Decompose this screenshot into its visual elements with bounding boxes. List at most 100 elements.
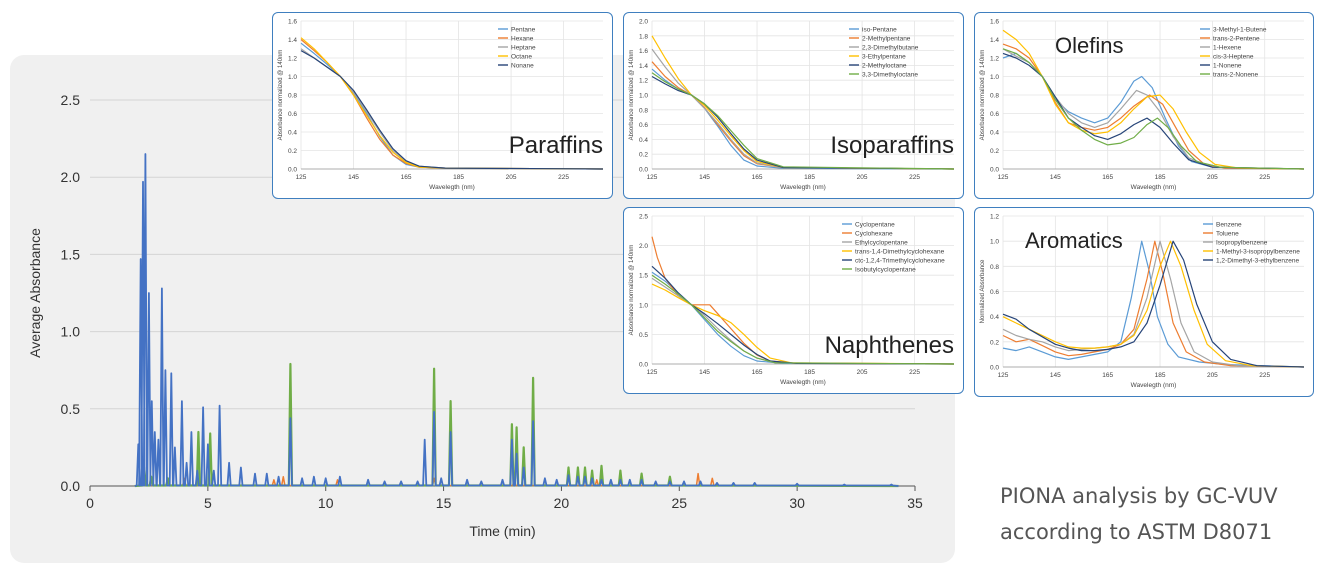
y-tick-label: 0.4 [990,314,999,321]
y-axis-label: Absorbance normalized @ 140nm [629,50,635,141]
aromatics-chart: 0.0 0.2 0.4 0.6 0.8 1.0 1.2 125 145 165 185 205 225 W… [980,214,1305,389]
series-line-1-nonene [1002,52,1305,170]
y-tick-label: 0.8 [990,93,999,100]
olefins-chart: 0.0 0.2 0.4 0.6 0.8 1.0 1.2 1.4 1.6 125 145 165 185 2… [980,19,1305,191]
y-tick-label: 0.8 [990,264,999,271]
y-tick-label: 1.5 [61,246,81,262]
x-tick-label: 225 [909,174,920,181]
legend-label: Benzene [1216,222,1242,229]
x-axis-label: Wavelegth (nm) [780,379,826,386]
y-tick-label: 1.2 [639,78,648,85]
series-line-2-3-dimethylbutane [651,48,955,170]
x-tick-label: 20 [554,495,570,511]
y-tick-label: 0.6 [990,289,999,296]
x-tick-label: 205 [857,369,868,376]
chromatogram-trace-blue [134,153,899,487]
x-tick-label: 5 [204,495,212,511]
x-tick-label: 205 [1207,174,1218,181]
y-tick-label: 1.0 [288,74,297,81]
series-line-ctc-1-2-4-trimethylcyclohexane [651,265,955,365]
series-line-2-methyloctane [651,75,955,170]
x-tick-label: 125 [647,174,658,181]
y-tick-label: 0.5 [61,401,81,417]
legend-label: Octane [511,54,532,61]
x-tick-label: 145 [1050,174,1061,181]
y-axis-label: Normalized Absorbance [980,259,986,323]
y-tick-label: 0.6 [639,122,648,129]
olefins-inset: 0.0 0.2 0.4 0.6 0.8 1.0 1.2 1.4 1.6 125 145 165 185 2… [974,12,1314,199]
x-tick-label: 125 [998,372,1009,379]
naphthenes-inset: 0.0 0.5 1.0 1.5 2.0 2.5 125 145 165 185 205 225 Wave… [623,207,964,394]
legend-label: ctc-1,2,4-Trimethylcyclohexane [855,258,945,265]
y-tick-label: 1.2 [990,214,999,221]
legend-label: iso-Pentane [862,27,897,34]
y-tick-label: 2.0 [61,169,81,185]
x-tick-label: 125 [647,369,658,376]
chromatogram-trace-orange [134,472,899,487]
x-tick-label: 185 [804,174,815,181]
x-tick-label: 145 [1050,372,1061,379]
legend-label: trans-1,4-Dimethylcyclohexane [855,249,945,256]
y-tick-label: 1.0 [990,239,999,246]
series-line-benzene [1002,240,1305,368]
y-tick-label: 0.8 [639,107,648,114]
caption-line-2: according to ASTM D8071 [1000,520,1273,544]
y-axis-label: Absorbance normalized @ 140nm [278,50,284,141]
y-tick-label: 1.6 [639,48,648,55]
isoparaffins-chart: 0.0 0.2 0.4 0.6 0.8 1.0 1.2 1.4 1.6 1.8 2.0 125 145 1… [629,19,955,191]
legend-label: 2-Methyloctane [862,63,907,70]
x-tick-label: 205 [1207,372,1218,379]
y-tick-label: 0.0 [990,167,999,174]
x-tick-label: 165 [1102,372,1113,379]
x-tick-label: 25 [671,495,687,511]
paraffins-inset: 0.0 0.2 0.4 0.6 0.8 1.0 1.2 1.4 1.6 125 145 165 185 2… [272,12,613,199]
y-axis-label: Average Absorbance [27,228,43,358]
y-tick-label: 1.2 [990,56,999,63]
legend-label: trans-2-Nonene [1213,72,1259,79]
y-tick-label: 0.2 [990,339,999,346]
series-line-trans-2-nonene [1002,48,1305,170]
y-tick-label: 1.2 [288,56,297,63]
y-tick-label: 0.0 [61,478,81,494]
y-tick-label: 2.5 [639,214,648,221]
legend-label: Ethylcyclopentane [855,240,908,247]
x-tick-label: 15 [436,495,452,511]
y-tick-label: 0.0 [990,365,999,372]
x-tick-label: 30 [789,495,805,511]
legend-label: Pentane [511,27,536,34]
x-tick-label: 225 [909,369,920,376]
y-tick-label: 1.0 [61,324,81,340]
legend-label: Cyclopentane [855,222,895,229]
y-tick-label: 1.0 [639,93,648,100]
y-tick-label: 0.4 [288,130,297,137]
y-tick-label: 0.2 [288,148,297,155]
x-tick-label: 10 [318,495,334,511]
y-tick-label: 0.8 [288,93,297,100]
y-tick-label: 1.6 [990,19,999,26]
x-tick-label: 225 [558,174,569,181]
x-tick-label: 225 [1259,372,1270,379]
x-tick-label: 0 [86,495,94,511]
x-tick-label: 145 [699,369,710,376]
legend-label: Hexane [511,36,534,43]
inset-title: Naphthenes [825,332,954,359]
y-tick-label: 1.8 [639,33,648,40]
y-tick-label: 0.0 [639,167,648,174]
x-tick-label: 125 [296,174,307,181]
y-axis-label: Absorbance normalized @ 140nm [980,50,986,141]
y-tick-label: 0.2 [990,148,999,155]
y-tick-label: 1.4 [639,63,648,70]
y-tick-label: 0.5 [639,332,648,339]
y-tick-label: 1.5 [639,273,648,280]
y-tick-label: 1.0 [990,74,999,81]
series-line-cis-3-heptene [1002,29,1305,170]
inset-title: Olefins [1055,33,1123,58]
legend-label: Isopropylbenzene [1216,240,1268,247]
x-tick-label: 165 [401,174,412,181]
y-tick-label: 1.4 [990,37,999,44]
series-line-nonane [300,50,604,170]
caption-line-1: PIONA analysis by GC-VUV [1000,484,1278,508]
legend-label: 2,3-Dimethylbutane [862,45,919,52]
legend-label: Isobutylcyclopentane [855,267,916,274]
legend-label: 1-Methyl-3-isopropylbenzene [1216,249,1300,256]
